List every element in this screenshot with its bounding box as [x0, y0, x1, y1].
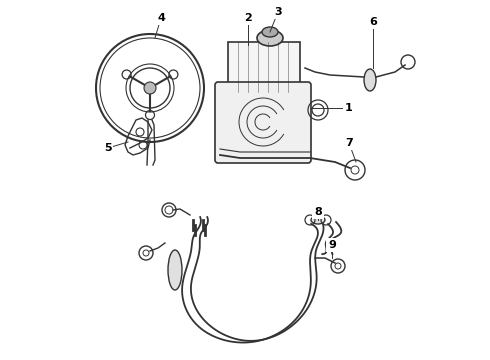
Text: 1: 1 [345, 103, 353, 113]
Text: 5: 5 [104, 143, 112, 153]
Text: 6: 6 [369, 17, 377, 27]
Ellipse shape [262, 27, 278, 37]
Circle shape [144, 82, 156, 94]
Ellipse shape [311, 216, 325, 224]
Text: 7: 7 [345, 138, 353, 148]
Ellipse shape [364, 69, 376, 91]
FancyBboxPatch shape [215, 82, 311, 163]
Text: 2: 2 [244, 13, 252, 23]
Text: 8: 8 [314, 207, 322, 217]
Text: 4: 4 [157, 13, 165, 23]
Text: 9: 9 [328, 240, 336, 250]
Text: 3: 3 [274, 7, 282, 17]
Bar [228, 42, 300, 92]
Ellipse shape [168, 250, 182, 290]
Ellipse shape [257, 30, 283, 46]
